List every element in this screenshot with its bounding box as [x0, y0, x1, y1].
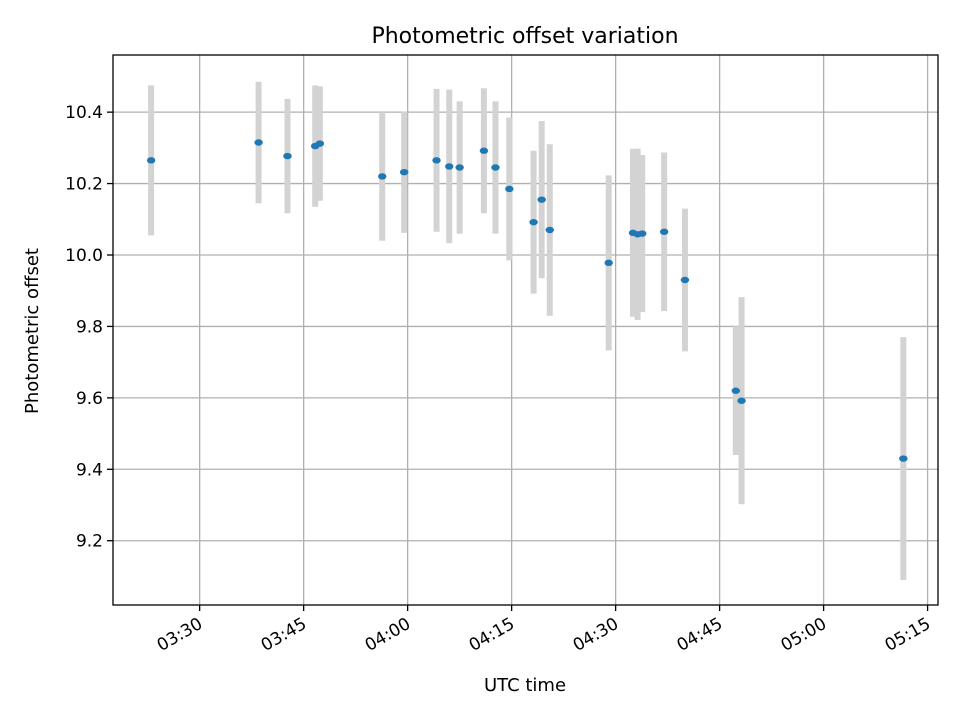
point-layer: [146, 139, 908, 462]
y-tick-label: 9.4: [76, 460, 103, 480]
x-tick-label: 05:15: [882, 614, 934, 656]
data-point: [659, 228, 669, 235]
chart-title: Photometric offset variation: [371, 24, 678, 49]
y-axis-ticks: 9.2 9.4 9.6 9.8 10.0 10.2 10.4: [65, 103, 113, 552]
x-tick-label: 03:30: [154, 614, 206, 656]
data-point: [545, 226, 554, 234]
data-point: [604, 259, 613, 267]
data-point: [505, 185, 514, 193]
y-tick-label: 10.0: [65, 246, 103, 266]
y-tick-label: 9.8: [76, 317, 103, 337]
data-point: [529, 218, 538, 226]
data-point: [254, 139, 263, 146]
data-point: [479, 147, 489, 154]
data-point: [146, 157, 156, 164]
x-axis-label: UTC time: [484, 675, 566, 696]
data-point: [537, 196, 546, 203]
y-tick-label: 9.6: [76, 389, 103, 409]
data-point: [638, 230, 647, 237]
x-tick-label: 04:45: [674, 614, 726, 656]
data-point: [737, 397, 746, 404]
data-point: [731, 387, 740, 394]
data-point: [378, 173, 387, 180]
x-axis-ticks: 03:30 03:45 04:00 04:15 04:30 04:45 05:00 05:15: [154, 605, 934, 656]
data-point: [445, 163, 454, 170]
y-axis-label: Photometric offset: [22, 248, 43, 414]
grid-layer: [113, 55, 938, 605]
data-point: [399, 168, 409, 176]
y-tick-label: 10.2: [65, 175, 103, 195]
data-point: [455, 164, 464, 171]
x-tick-label: 03:45: [258, 614, 310, 656]
data-point: [432, 157, 441, 164]
x-tick-label: 04:00: [362, 614, 414, 656]
data-point: [315, 140, 325, 147]
data-point: [491, 164, 500, 171]
data-point: [283, 152, 292, 160]
errorbar-layer: [148, 81, 907, 580]
x-tick-label: 05:00: [778, 614, 830, 656]
y-tick-label: 9.2: [76, 532, 103, 552]
data-point: [680, 276, 690, 284]
data-point: [899, 455, 908, 462]
plot-frame: [112, 54, 939, 606]
x-tick-label: 04:15: [466, 614, 518, 656]
x-tick-label: 04:30: [570, 614, 622, 656]
y-tick-label: 10.4: [65, 103, 103, 123]
